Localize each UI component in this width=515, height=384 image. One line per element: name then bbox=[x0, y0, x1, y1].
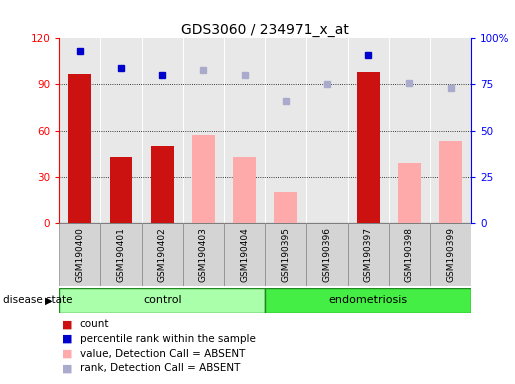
Text: ■: ■ bbox=[62, 349, 72, 359]
Text: GSM190399: GSM190399 bbox=[446, 227, 455, 282]
Text: rank, Detection Call = ABSENT: rank, Detection Call = ABSENT bbox=[80, 363, 240, 373]
Bar bbox=[59, 288, 265, 313]
Text: GSM190400: GSM190400 bbox=[75, 227, 84, 282]
Text: ■: ■ bbox=[62, 363, 72, 373]
Bar bbox=[265, 288, 471, 313]
Text: GSM190396: GSM190396 bbox=[322, 227, 332, 282]
Bar bbox=[151, 146, 174, 223]
Bar bbox=[306, 223, 348, 286]
Text: GSM190401: GSM190401 bbox=[116, 227, 126, 282]
Text: percentile rank within the sample: percentile rank within the sample bbox=[80, 334, 256, 344]
Bar bbox=[274, 192, 297, 223]
Text: ■: ■ bbox=[62, 334, 72, 344]
Bar bbox=[192, 135, 215, 223]
Text: control: control bbox=[143, 295, 182, 306]
Text: GSM190395: GSM190395 bbox=[281, 227, 290, 282]
Bar bbox=[233, 157, 256, 223]
Text: disease state: disease state bbox=[3, 295, 72, 306]
Bar bbox=[100, 223, 142, 286]
Bar bbox=[439, 141, 462, 223]
Bar bbox=[142, 223, 183, 286]
Text: GSM190404: GSM190404 bbox=[240, 227, 249, 282]
Bar bbox=[68, 74, 91, 223]
Text: GSM190398: GSM190398 bbox=[405, 227, 414, 282]
Text: endometriosis: endometriosis bbox=[329, 295, 408, 306]
Text: ■: ■ bbox=[62, 319, 72, 329]
Text: value, Detection Call = ABSENT: value, Detection Call = ABSENT bbox=[80, 349, 245, 359]
Bar bbox=[110, 157, 132, 223]
Bar bbox=[59, 223, 100, 286]
Bar bbox=[265, 223, 306, 286]
Text: ▶: ▶ bbox=[45, 295, 53, 306]
Bar bbox=[183, 223, 224, 286]
Text: GSM190402: GSM190402 bbox=[158, 227, 167, 282]
Text: GSM190397: GSM190397 bbox=[364, 227, 373, 282]
Text: GSM190403: GSM190403 bbox=[199, 227, 208, 282]
Title: GDS3060 / 234971_x_at: GDS3060 / 234971_x_at bbox=[181, 23, 349, 37]
Bar bbox=[389, 223, 430, 286]
Bar bbox=[224, 223, 265, 286]
Bar bbox=[430, 223, 471, 286]
Bar bbox=[357, 72, 380, 223]
Bar bbox=[398, 163, 421, 223]
Bar bbox=[348, 223, 389, 286]
Text: count: count bbox=[80, 319, 109, 329]
